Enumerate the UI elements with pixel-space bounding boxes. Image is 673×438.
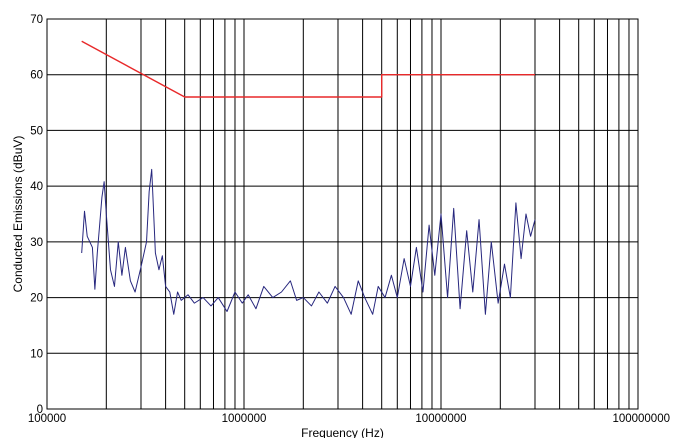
- plot-frame: [46, 18, 639, 410]
- y-tick-label: 40: [30, 181, 43, 193]
- y-tick-label: 10: [30, 348, 43, 360]
- measurement-trace: [81, 168, 536, 315]
- y-axis-title: Conducted Emissions (dBuV): [11, 136, 25, 293]
- y-tick-label: 30: [30, 237, 43, 249]
- y-tick-label: 50: [30, 125, 43, 137]
- x-tick-label: 100000: [28, 413, 66, 425]
- x-axis-title: Frequency (Hz): [301, 426, 384, 438]
- y-tick-label: 70: [30, 14, 43, 26]
- y-tick-label: 60: [30, 70, 43, 82]
- x-tick-label: 1000000: [222, 413, 267, 425]
- grid-lines: [46, 18, 638, 410]
- y-tick-label: 0: [37, 404, 43, 416]
- limit-line: [81, 40, 535, 98]
- tick-labels: 0 10 20 30 40 50 60 70 100000 1000000 10000000 1000…: [28, 14, 670, 425]
- y-tick-label: 20: [30, 293, 43, 305]
- x-tick-label: 100000000: [612, 413, 670, 425]
- x-tick-label: 10000000: [415, 413, 466, 425]
- series-layer: [81, 40, 536, 315]
